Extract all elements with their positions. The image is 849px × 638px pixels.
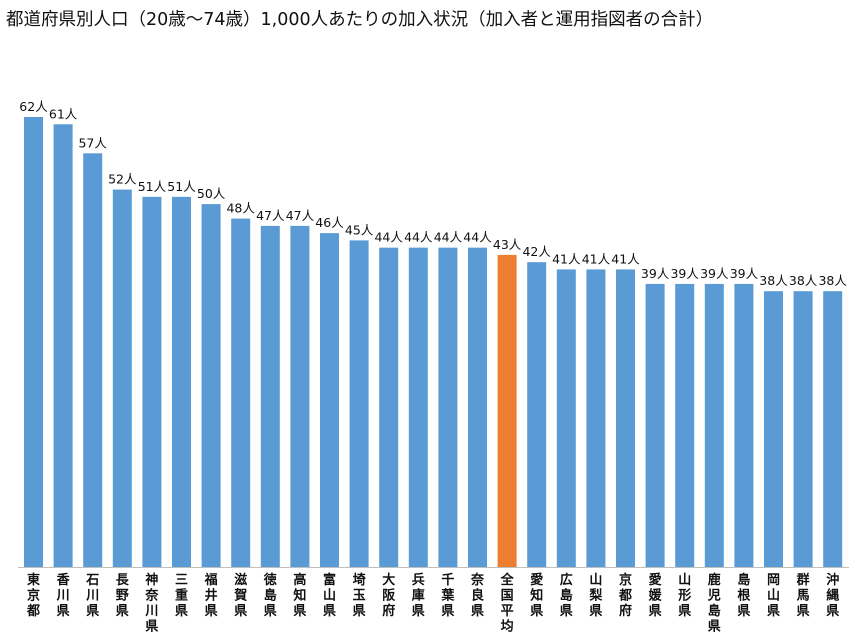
category-label-12: 大阪府	[382, 572, 396, 619]
category-label-3: 長野県	[116, 573, 130, 619]
bar-22	[675, 283, 695, 567]
data-label-25: 38人	[759, 273, 788, 288]
data-label-11: 45人	[345, 222, 374, 237]
data-label-20: 41人	[611, 251, 640, 266]
bar-26	[793, 291, 813, 567]
data-label-5: 51人	[167, 179, 196, 194]
bar-9	[290, 225, 310, 567]
data-label-12: 44人	[374, 230, 403, 245]
bar-3	[112, 189, 132, 567]
bar-15	[468, 247, 487, 567]
category-label-20: 京都府	[618, 572, 632, 619]
data-label-22: 39人	[670, 266, 699, 281]
bar-24	[734, 283, 754, 567]
category-label-1: 香川県	[56, 572, 71, 619]
data-label-26: 38人	[789, 273, 818, 288]
bar-6	[201, 204, 221, 567]
category-label-9: 高知県	[293, 572, 306, 619]
data-label-14: 44人	[434, 230, 463, 245]
bar-20	[616, 269, 635, 567]
bar-27	[823, 291, 843, 567]
bar-17	[527, 262, 547, 567]
bar-25	[764, 291, 783, 567]
bar-13	[408, 247, 428, 567]
data-label-17: 42人	[522, 244, 551, 259]
category-label-11: 埼玉県	[353, 572, 366, 619]
category-label-7: 滋賀県	[233, 572, 247, 619]
category-label-17: 愛知県	[530, 572, 543, 619]
category-label-22: 山形県	[678, 572, 691, 619]
data-label-4: 51人	[138, 179, 167, 194]
data-label-0: 62人	[19, 99, 48, 114]
category-label-15: 奈良県	[470, 572, 485, 619]
data-label-18: 41人	[552, 251, 581, 266]
chart-title: 都道府県別人口（20歳～74歳）1,000人あたりの加入状況（加入者と運用指図者…	[6, 10, 714, 30]
bar-7	[231, 218, 251, 568]
bars-layer	[24, 117, 843, 568]
category-label-24: 島根県	[737, 572, 751, 619]
category-label-2: 石川県	[85, 573, 99, 619]
bar-18	[556, 269, 576, 567]
category-label-14: 千葉県	[440, 572, 455, 619]
category-label-21: 愛媛県	[648, 572, 663, 619]
data-label-19: 41人	[582, 251, 611, 266]
category-label-5: 三重県	[175, 573, 188, 619]
category-label-8: 徳島県	[263, 572, 277, 619]
bar-0	[24, 117, 43, 567]
data-label-2: 57人	[78, 135, 107, 150]
data-label-15: 44人	[463, 230, 492, 245]
data-label-24: 39人	[730, 266, 759, 281]
category-label-13: 兵庫県	[412, 572, 425, 619]
category-label-6: 福井県	[204, 572, 218, 619]
category-label-27: 沖縄県	[826, 572, 839, 619]
data-label-6: 50人	[197, 186, 226, 201]
data-label-23: 39人	[700, 266, 729, 281]
data-label-3: 52人	[108, 172, 137, 187]
category-label-18: 広島県	[560, 572, 573, 619]
bar-10	[320, 233, 339, 567]
bar-12	[379, 247, 399, 567]
data-label-7: 48人	[226, 201, 255, 216]
bar-14	[438, 247, 458, 567]
category-label-23: 鹿児島県	[707, 572, 721, 635]
category-label-4: 神奈川県	[144, 572, 159, 635]
bar-1	[53, 124, 73, 567]
bar-16	[497, 254, 517, 567]
bar-2	[83, 153, 103, 568]
bar-8	[260, 225, 280, 567]
data-label-13: 44人	[404, 230, 433, 245]
data-label-9: 47人	[286, 208, 315, 223]
bar-11	[349, 240, 369, 567]
data-label-1: 61人	[49, 106, 78, 121]
category-label-16: 全国平均	[500, 572, 515, 635]
category-label-0: 東京都	[26, 572, 40, 619]
category-label-25: 岡山県	[767, 573, 780, 619]
category-label-10: 富山県	[323, 572, 336, 619]
bar-4	[142, 196, 162, 567]
bar-5	[172, 196, 191, 567]
data-label-21: 39人	[641, 266, 670, 281]
bar-21	[645, 283, 665, 567]
category-label-19: 山梨県	[588, 572, 603, 619]
data-label-10: 46人	[315, 215, 344, 230]
bar-19	[586, 269, 606, 567]
bar-23	[704, 283, 724, 567]
category-label-26: 群馬県	[797, 572, 810, 619]
data-label-27: 38人	[818, 273, 847, 288]
data-label-8: 47人	[256, 208, 285, 223]
data-label-16: 43人	[493, 237, 522, 252]
